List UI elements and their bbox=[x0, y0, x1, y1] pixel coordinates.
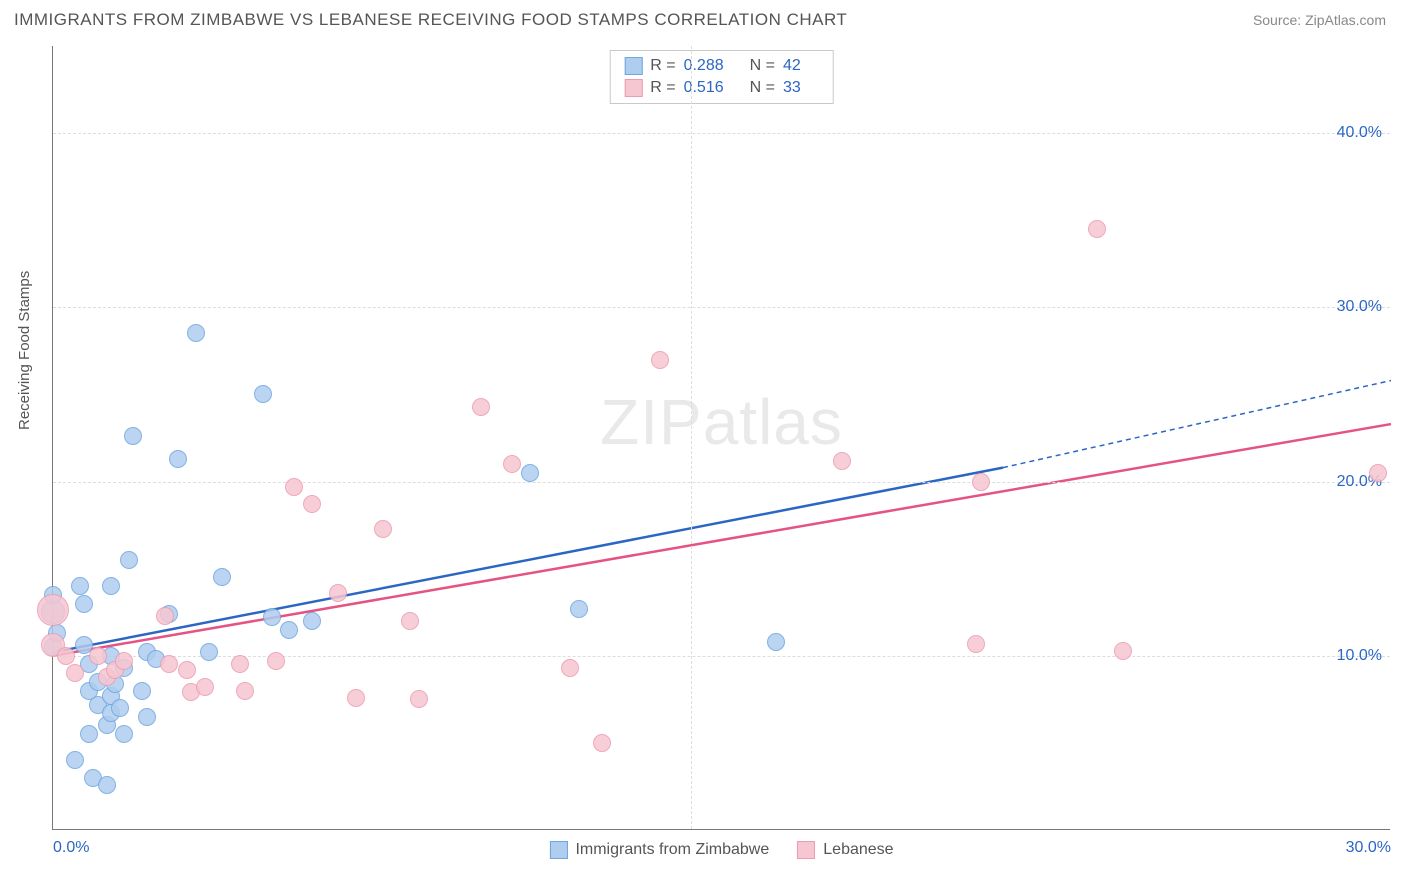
legend-swatch bbox=[549, 841, 567, 859]
data-point-zimbabwe bbox=[138, 708, 156, 726]
data-point-zimbabwe bbox=[102, 577, 120, 595]
data-point-zimbabwe bbox=[98, 776, 116, 794]
chart-title: IMMIGRANTS FROM ZIMBABWE VS LEBANESE REC… bbox=[14, 10, 847, 30]
data-point-lebanese bbox=[651, 351, 669, 369]
gridline-h bbox=[53, 482, 1390, 483]
legend-label: Lebanese bbox=[823, 841, 893, 859]
trend-line-dash-zimbabwe bbox=[1003, 381, 1391, 468]
gridline-h bbox=[53, 656, 1390, 657]
data-point-lebanese bbox=[1114, 642, 1132, 660]
data-point-lebanese bbox=[1369, 464, 1387, 482]
y-axis-label: Receiving Food Stamps bbox=[16, 271, 33, 430]
data-point-lebanese bbox=[115, 652, 133, 670]
data-point-lebanese bbox=[329, 584, 347, 602]
y-tick-label: 40.0% bbox=[1337, 124, 1382, 142]
legend-swatch bbox=[797, 841, 815, 859]
source-label: Source: bbox=[1253, 12, 1305, 28]
data-point-lebanese bbox=[967, 635, 985, 653]
data-point-lebanese bbox=[972, 473, 990, 491]
scatter-chart: ZIPatlas R =0.288N =42R =0.516N =33 Immi… bbox=[52, 46, 1390, 830]
gridline-h bbox=[53, 307, 1390, 308]
data-point-lebanese bbox=[231, 655, 249, 673]
data-point-zimbabwe bbox=[570, 600, 588, 618]
y-tick-label: 30.0% bbox=[1337, 298, 1382, 316]
legend-item-zimbabwe: Immigrants from Zimbabwe bbox=[549, 841, 769, 859]
x-tick-label: 30.0% bbox=[1346, 839, 1391, 857]
data-point-lebanese bbox=[503, 455, 521, 473]
data-point-lebanese bbox=[66, 664, 84, 682]
data-point-lebanese bbox=[160, 655, 178, 673]
trend-line-lebanese bbox=[53, 424, 1391, 656]
data-point-lebanese bbox=[1088, 220, 1106, 238]
chart-header: IMMIGRANTS FROM ZIMBABWE VS LEBANESE REC… bbox=[0, 0, 1406, 36]
data-point-lebanese bbox=[472, 398, 490, 416]
y-tick-label: 10.0% bbox=[1337, 647, 1382, 665]
legend-series: Immigrants from Zimbabwe Lebanese bbox=[549, 841, 893, 859]
data-point-zimbabwe bbox=[80, 725, 98, 743]
data-point-zimbabwe bbox=[767, 633, 785, 651]
data-point-zimbabwe bbox=[115, 725, 133, 743]
data-point-lebanese bbox=[593, 734, 611, 752]
data-point-lebanese bbox=[561, 659, 579, 677]
data-point-lebanese bbox=[374, 520, 392, 538]
trend-line-zimbabwe bbox=[53, 468, 1003, 653]
data-point-zimbabwe bbox=[71, 577, 89, 595]
data-point-lebanese bbox=[236, 682, 254, 700]
gridline-h bbox=[53, 133, 1390, 134]
x-tick-label: 0.0% bbox=[53, 839, 89, 857]
data-point-zimbabwe bbox=[280, 621, 298, 639]
data-point-lebanese bbox=[401, 612, 419, 630]
data-point-zimbabwe bbox=[133, 682, 151, 700]
data-point-lebanese bbox=[37, 594, 69, 626]
data-point-lebanese bbox=[303, 495, 321, 513]
data-point-zimbabwe bbox=[213, 568, 231, 586]
data-point-lebanese bbox=[267, 652, 285, 670]
data-point-lebanese bbox=[89, 647, 107, 665]
trend-lines bbox=[53, 46, 1390, 829]
data-point-lebanese bbox=[347, 689, 365, 707]
data-point-lebanese bbox=[156, 607, 174, 625]
data-point-zimbabwe bbox=[200, 643, 218, 661]
data-point-zimbabwe bbox=[263, 608, 281, 626]
data-point-zimbabwe bbox=[66, 751, 84, 769]
gridline-v bbox=[691, 46, 692, 829]
data-point-zimbabwe bbox=[124, 427, 142, 445]
source-value: ZipAtlas.com bbox=[1305, 12, 1386, 28]
data-point-zimbabwe bbox=[303, 612, 321, 630]
data-point-zimbabwe bbox=[120, 551, 138, 569]
data-point-lebanese bbox=[178, 661, 196, 679]
data-point-zimbabwe bbox=[111, 699, 129, 717]
data-point-lebanese bbox=[57, 647, 75, 665]
data-point-lebanese bbox=[410, 690, 428, 708]
data-point-lebanese bbox=[833, 452, 851, 470]
data-point-zimbabwe bbox=[254, 385, 272, 403]
legend-item-lebanese: Lebanese bbox=[797, 841, 893, 859]
data-point-zimbabwe bbox=[75, 595, 93, 613]
data-point-zimbabwe bbox=[521, 464, 539, 482]
data-point-zimbabwe bbox=[169, 450, 187, 468]
source-attribution: Source: ZipAtlas.com bbox=[1253, 12, 1386, 28]
legend-label: Immigrants from Zimbabwe bbox=[575, 841, 769, 859]
data-point-lebanese bbox=[285, 478, 303, 496]
data-point-lebanese bbox=[196, 678, 214, 696]
data-point-zimbabwe bbox=[187, 324, 205, 342]
